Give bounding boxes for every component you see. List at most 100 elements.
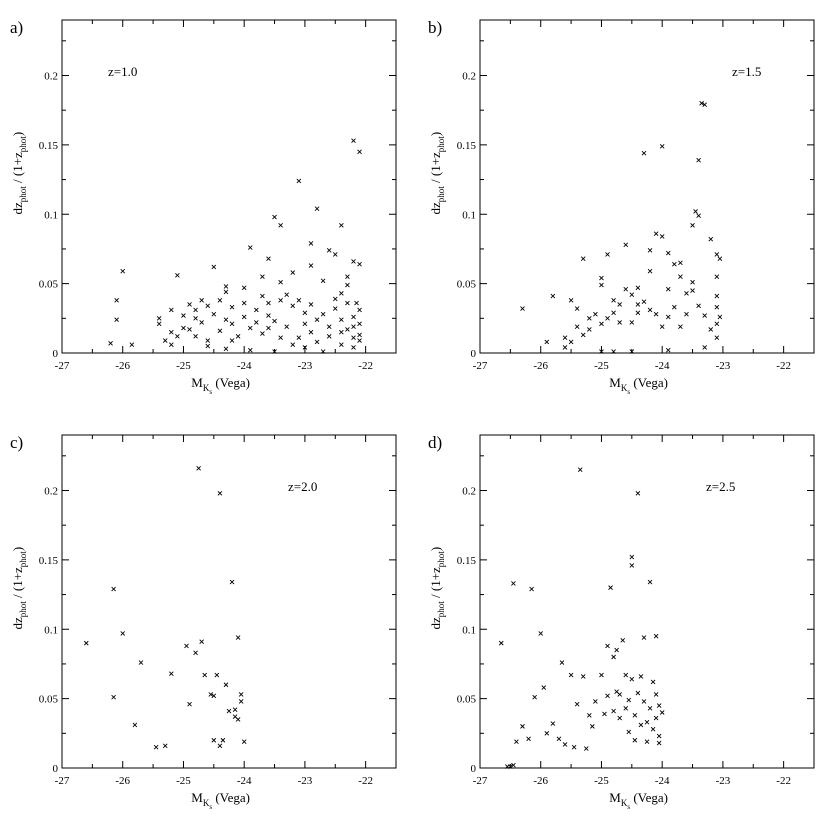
- data-point: [626, 729, 632, 735]
- data-point: [544, 730, 550, 736]
- data-point: [644, 739, 650, 744]
- data-point: [644, 719, 650, 725]
- plot-frame: [61, 434, 397, 769]
- data-point: [351, 345, 356, 350]
- data-point: [708, 236, 714, 242]
- y-tick-label: 0.1: [462, 209, 476, 221]
- data-point: [647, 579, 653, 585]
- data-point: [635, 490, 641, 496]
- data-point: [129, 342, 135, 347]
- data-point: [568, 339, 574, 345]
- data-point: [314, 206, 320, 212]
- data-point: [653, 633, 659, 639]
- data-point: [647, 307, 653, 313]
- x-tick-label: -23: [716, 360, 731, 372]
- data-point: [635, 285, 641, 291]
- data-point: [611, 310, 616, 316]
- data-point: [83, 640, 89, 646]
- data-point: [193, 650, 198, 656]
- data-point: [514, 739, 519, 744]
- data-point: [266, 300, 271, 306]
- data-point: [520, 724, 525, 729]
- data-point: [266, 325, 271, 331]
- data-point: [320, 311, 326, 317]
- data-point: [562, 742, 568, 747]
- data-point: [629, 292, 635, 298]
- data-point: [635, 690, 641, 696]
- data-point: [717, 314, 723, 320]
- data-point: [605, 643, 610, 649]
- data-point: [193, 307, 198, 313]
- data-point: [284, 292, 290, 298]
- data-point: [647, 248, 653, 253]
- x-tick-label: -22: [358, 775, 373, 787]
- plot-frame: [61, 19, 397, 354]
- data-point: [254, 320, 259, 325]
- data-point: [629, 554, 635, 560]
- data-point: [702, 345, 708, 350]
- data-point: [593, 699, 598, 704]
- data-point: [590, 724, 595, 729]
- data-point: [617, 302, 622, 307]
- data-point: [629, 676, 635, 682]
- x-tick-label: -24: [655, 360, 670, 372]
- data-point: [550, 721, 556, 726]
- data-point: [308, 263, 314, 268]
- data-point: [339, 329, 344, 335]
- data-point: [586, 712, 592, 718]
- data-point: [511, 581, 516, 586]
- data-point: [351, 335, 356, 341]
- data-point: [272, 214, 277, 220]
- panel-a: -27 -26 -25 -24 -23 -22 0 0.05 0.1 0.15 0.2 a) z=1.0…: [10, 18, 397, 396]
- data-point: [196, 465, 201, 471]
- data-point: [235, 635, 241, 640]
- y-tick-label: 0.15: [457, 555, 477, 567]
- data-point: [511, 762, 516, 768]
- data-point: [696, 303, 701, 309]
- data-point: [260, 331, 265, 336]
- data-point: [223, 317, 229, 323]
- data-point: [650, 679, 656, 685]
- x-tick-label: -27: [473, 775, 488, 787]
- x-tick-label: -23: [298, 360, 313, 372]
- data-point: [614, 647, 619, 653]
- data-point: [550, 293, 556, 299]
- x-tick-label: -27: [55, 775, 70, 787]
- data-point: [562, 345, 568, 350]
- x-axis-label: MKs (Vega): [191, 375, 250, 396]
- data-point: [647, 706, 653, 711]
- data-point: [266, 256, 271, 261]
- y-tick-label: 0.2: [44, 71, 58, 83]
- data-point: [714, 321, 720, 327]
- data-point: [339, 291, 344, 296]
- data-point: [217, 743, 223, 749]
- data-point: [605, 252, 610, 257]
- data-point: [620, 638, 626, 643]
- x-tick-label: -23: [716, 775, 731, 787]
- data-point: [665, 286, 671, 292]
- data-point: [168, 342, 174, 347]
- data-point: [641, 150, 647, 156]
- data-point: [351, 138, 356, 144]
- data-point: [162, 338, 168, 343]
- data-point: [223, 346, 229, 352]
- data-point: [529, 586, 534, 592]
- data-point: [611, 708, 616, 714]
- data-point: [656, 703, 662, 708]
- data-point: [254, 307, 259, 313]
- data-point: [602, 711, 607, 717]
- y-tick-label: 0.05: [457, 279, 477, 291]
- data-point: [229, 321, 235, 327]
- data-point: [111, 586, 116, 592]
- data-point: [690, 288, 695, 293]
- data-point: [314, 317, 320, 323]
- data-point: [302, 310, 308, 316]
- x-tick-label: -22: [358, 360, 373, 372]
- data-point: [278, 335, 283, 341]
- data-point: [599, 672, 604, 678]
- data-point: [211, 311, 217, 317]
- y-axis-label: dzphot / (1+zphot): [10, 547, 28, 630]
- data-point: [211, 264, 217, 270]
- data-point: [629, 349, 635, 354]
